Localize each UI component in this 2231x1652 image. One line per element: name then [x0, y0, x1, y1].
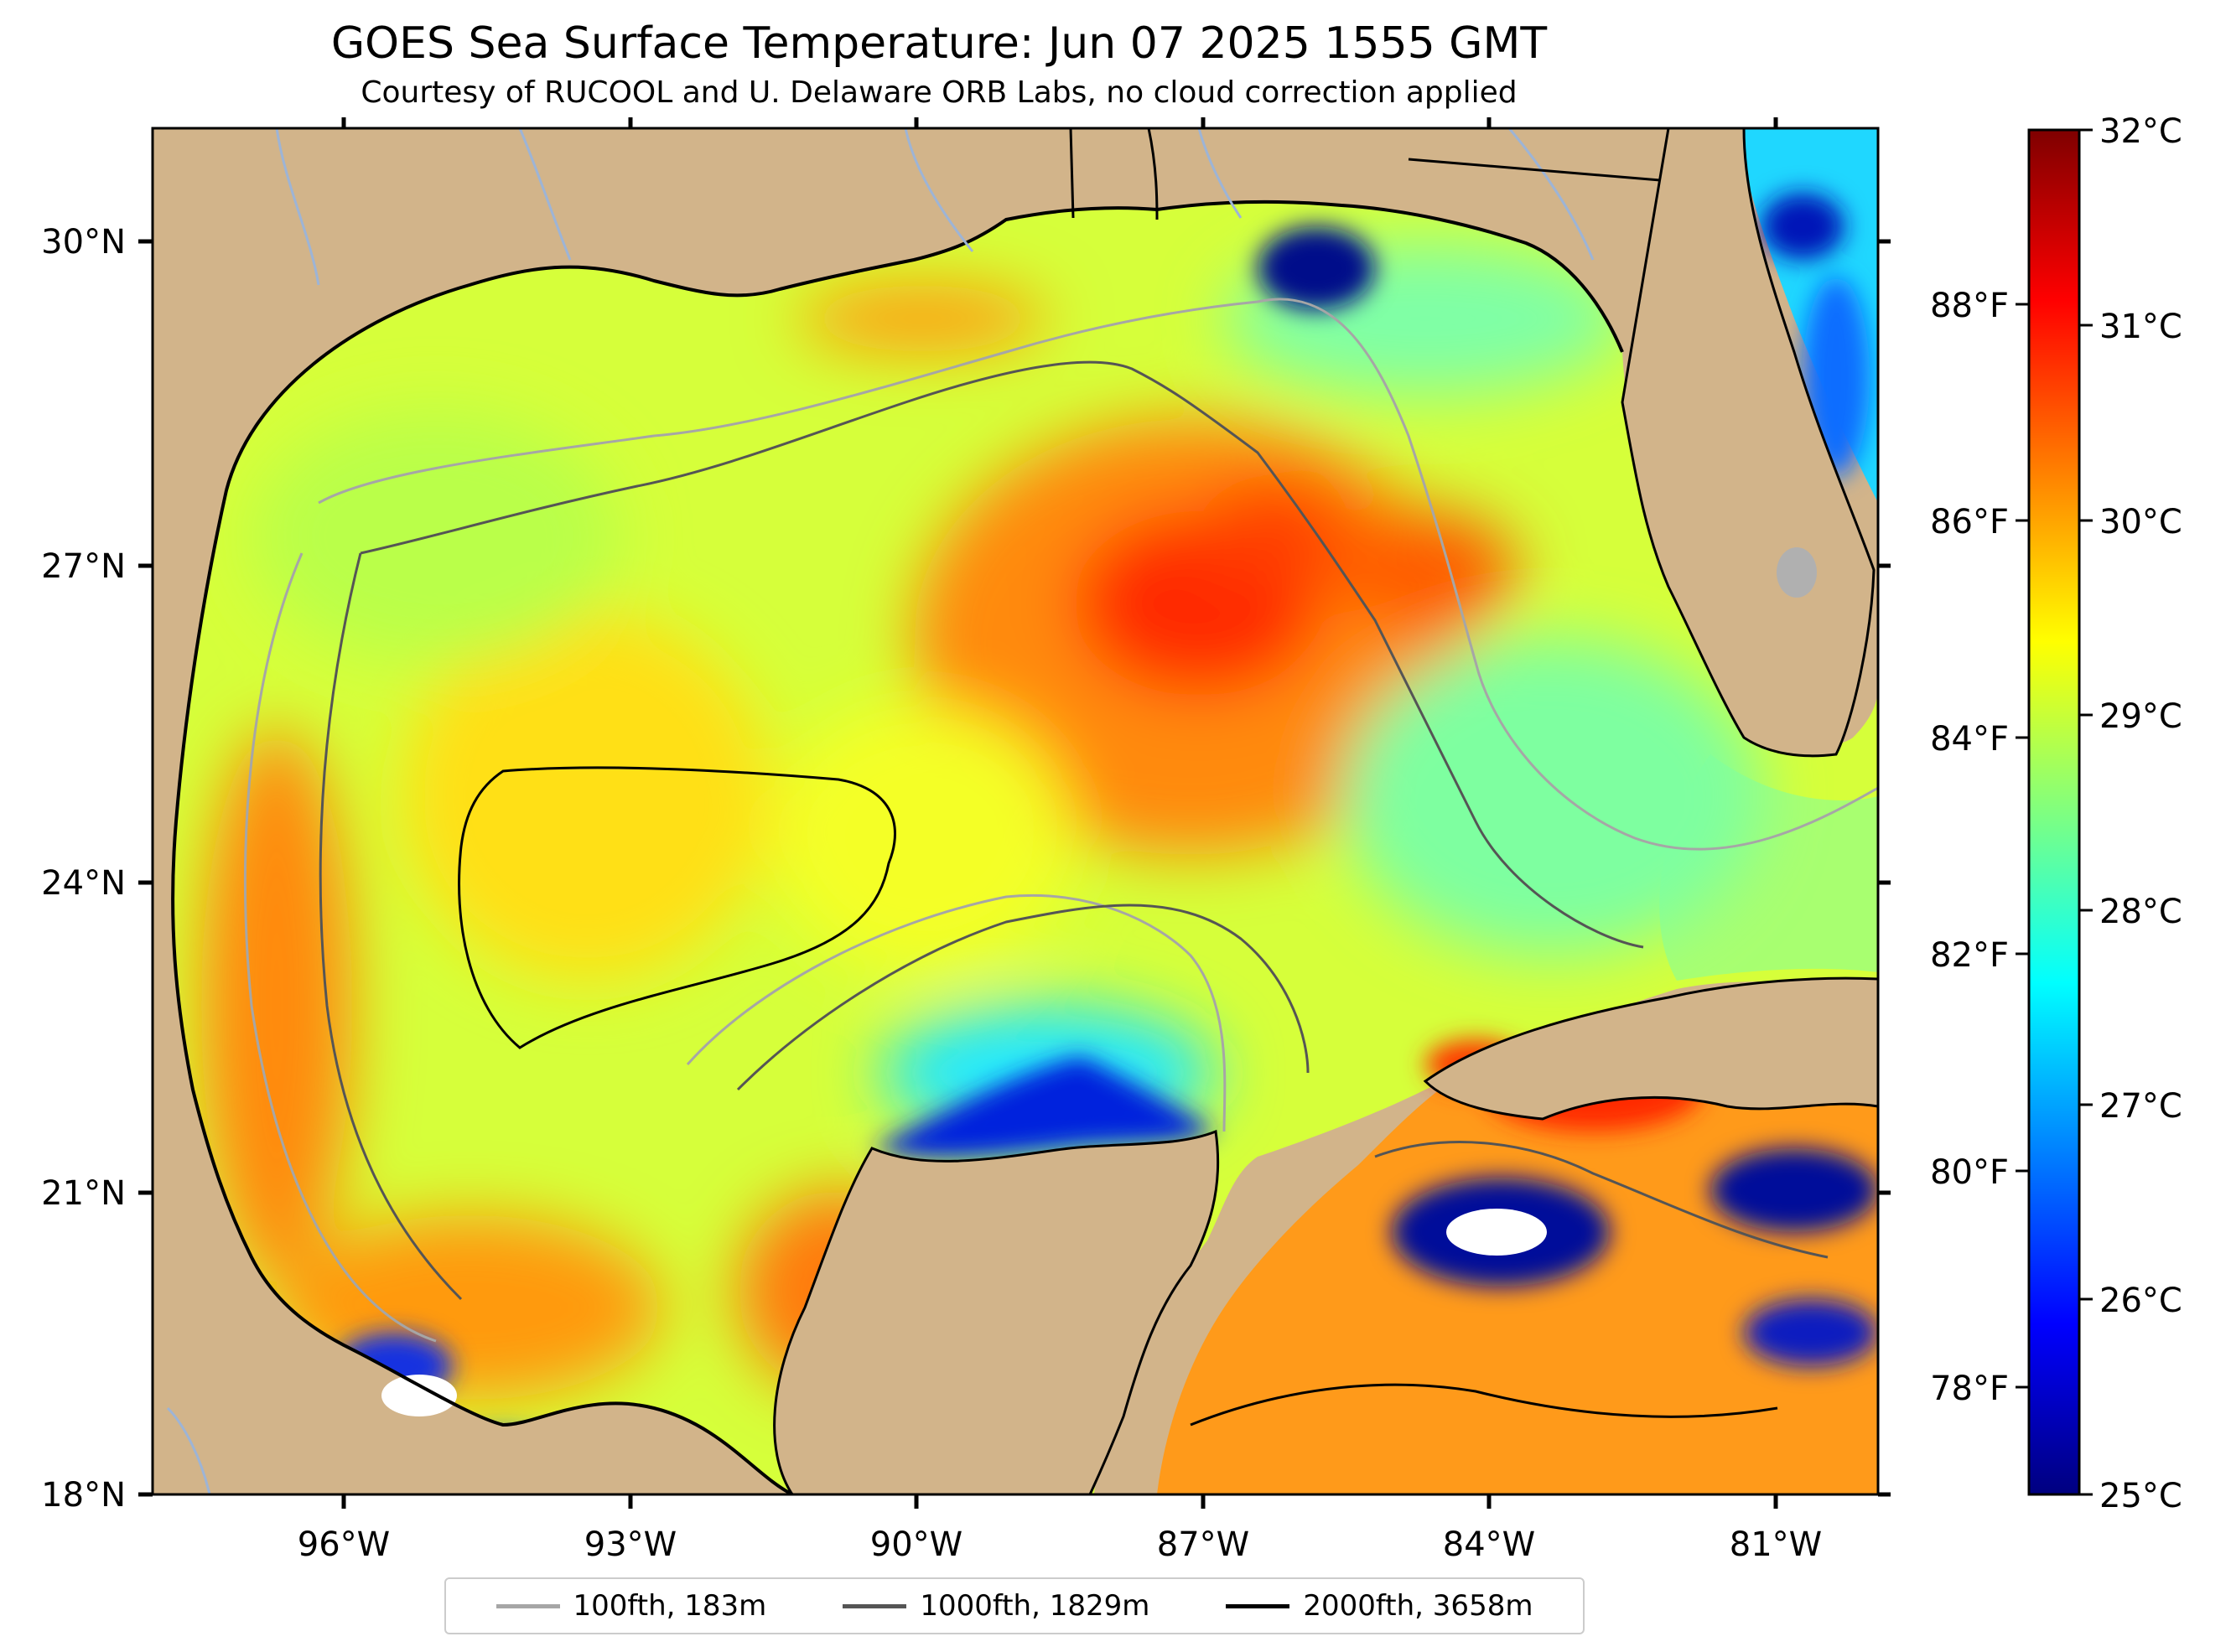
celsius-label: 29°C: [2099, 697, 2182, 736]
celsius-label: 30°C: [2099, 503, 2182, 541]
land-masses: [773, 128, 1878, 1494]
map-area: [153, 128, 1878, 1494]
coastline: [171, 199, 1624, 1494]
lat-axis: [138, 239, 1891, 1497]
fahrenheit-label: 84°F: [1930, 720, 2009, 759]
map-frame: [151, 127, 1880, 1496]
lon-axis: [341, 117, 1778, 1509]
fahrenheit-label: 88°F: [1930, 287, 2009, 325]
sst-field: [201, 226, 1761, 1484]
lat-label: 18°N: [41, 1476, 126, 1515]
lat-label: 21°N: [41, 1174, 126, 1213]
lon-label: 87°W: [1157, 1525, 1249, 1564]
legend-label: 100fth, 183m: [573, 1589, 767, 1623]
lat-tick-labels: 30°N 27°N 24°N 21°N 18°N: [41, 223, 126, 1515]
colorbar-ticks: [2016, 128, 2093, 1496]
legend-line-icon: [843, 1603, 907, 1608]
map-subtitle: Courtesy of RUCOOL and U. Delaware ORB L…: [361, 75, 1518, 110]
legend-label: 2000fth, 3658m: [1303, 1589, 1533, 1623]
colorbar-celsius-labels: 32°C 31°C 30°C 29°C 28°C 27°C 26°C 25°C: [2099, 112, 2182, 1515]
lake-okeechobee: [1777, 547, 1817, 598]
lon-label: 90°W: [870, 1525, 962, 1564]
celsius-label: 27°C: [2099, 1087, 2182, 1126]
lon-tick-labels: 96°W 93°W 90°W 87°W 84°W 81°W: [298, 1525, 1822, 1564]
colorbar-fahrenheit-labels: 88°F 86°F 84°F 82°F 80°F 78°F: [1930, 287, 2009, 1408]
fahrenheit-label: 78°F: [1930, 1370, 2009, 1408]
legend-item-1000fth: 1000fth, 1829m: [843, 1589, 1149, 1623]
fahrenheit-label: 82°F: [1930, 936, 2009, 975]
bathymetry-contours: [244, 298, 1878, 1427]
legend-line-icon: [495, 1603, 560, 1608]
legend-item-100fth: 100fth, 183m: [495, 1589, 767, 1623]
celsius-label: 26°C: [2099, 1282, 2182, 1320]
celsius-label: 28°C: [2099, 893, 2182, 931]
lat-label: 30°N: [41, 223, 126, 262]
lat-label: 24°N: [41, 864, 126, 903]
fahrenheit-label: 86°F: [1930, 503, 2009, 541]
legend-label: 1000fth, 1829m: [920, 1589, 1150, 1623]
map-title: GOES Sea Surface Temperature: Jun 07 202…: [330, 18, 1548, 69]
contour-legend: 100fth, 183m 1000fth, 1829m 2000fth, 365…: [444, 1577, 1585, 1634]
state-borders: [1069, 128, 1661, 220]
cloud-gap: [1446, 1209, 1547, 1256]
legend-line-icon: [1226, 1603, 1290, 1608]
cloud-gap: [381, 1375, 457, 1416]
lon-label: 93°W: [584, 1525, 677, 1564]
lon-label: 81°W: [1730, 1525, 1822, 1564]
lat-label: 27°N: [41, 547, 126, 586]
rivers: [166, 128, 1595, 1494]
lon-label: 84°W: [1443, 1525, 1535, 1564]
lon-label: 96°W: [298, 1525, 390, 1564]
celsius-label: 32°C: [2099, 112, 2182, 151]
legend-item-2000fth: 2000fth, 3658m: [1226, 1589, 1533, 1623]
celsius-label: 31°C: [2099, 308, 2182, 346]
fahrenheit-label: 80°F: [1930, 1153, 2009, 1192]
colorbar: [2027, 128, 2081, 1496]
celsius-label: 25°C: [2099, 1477, 2182, 1515]
